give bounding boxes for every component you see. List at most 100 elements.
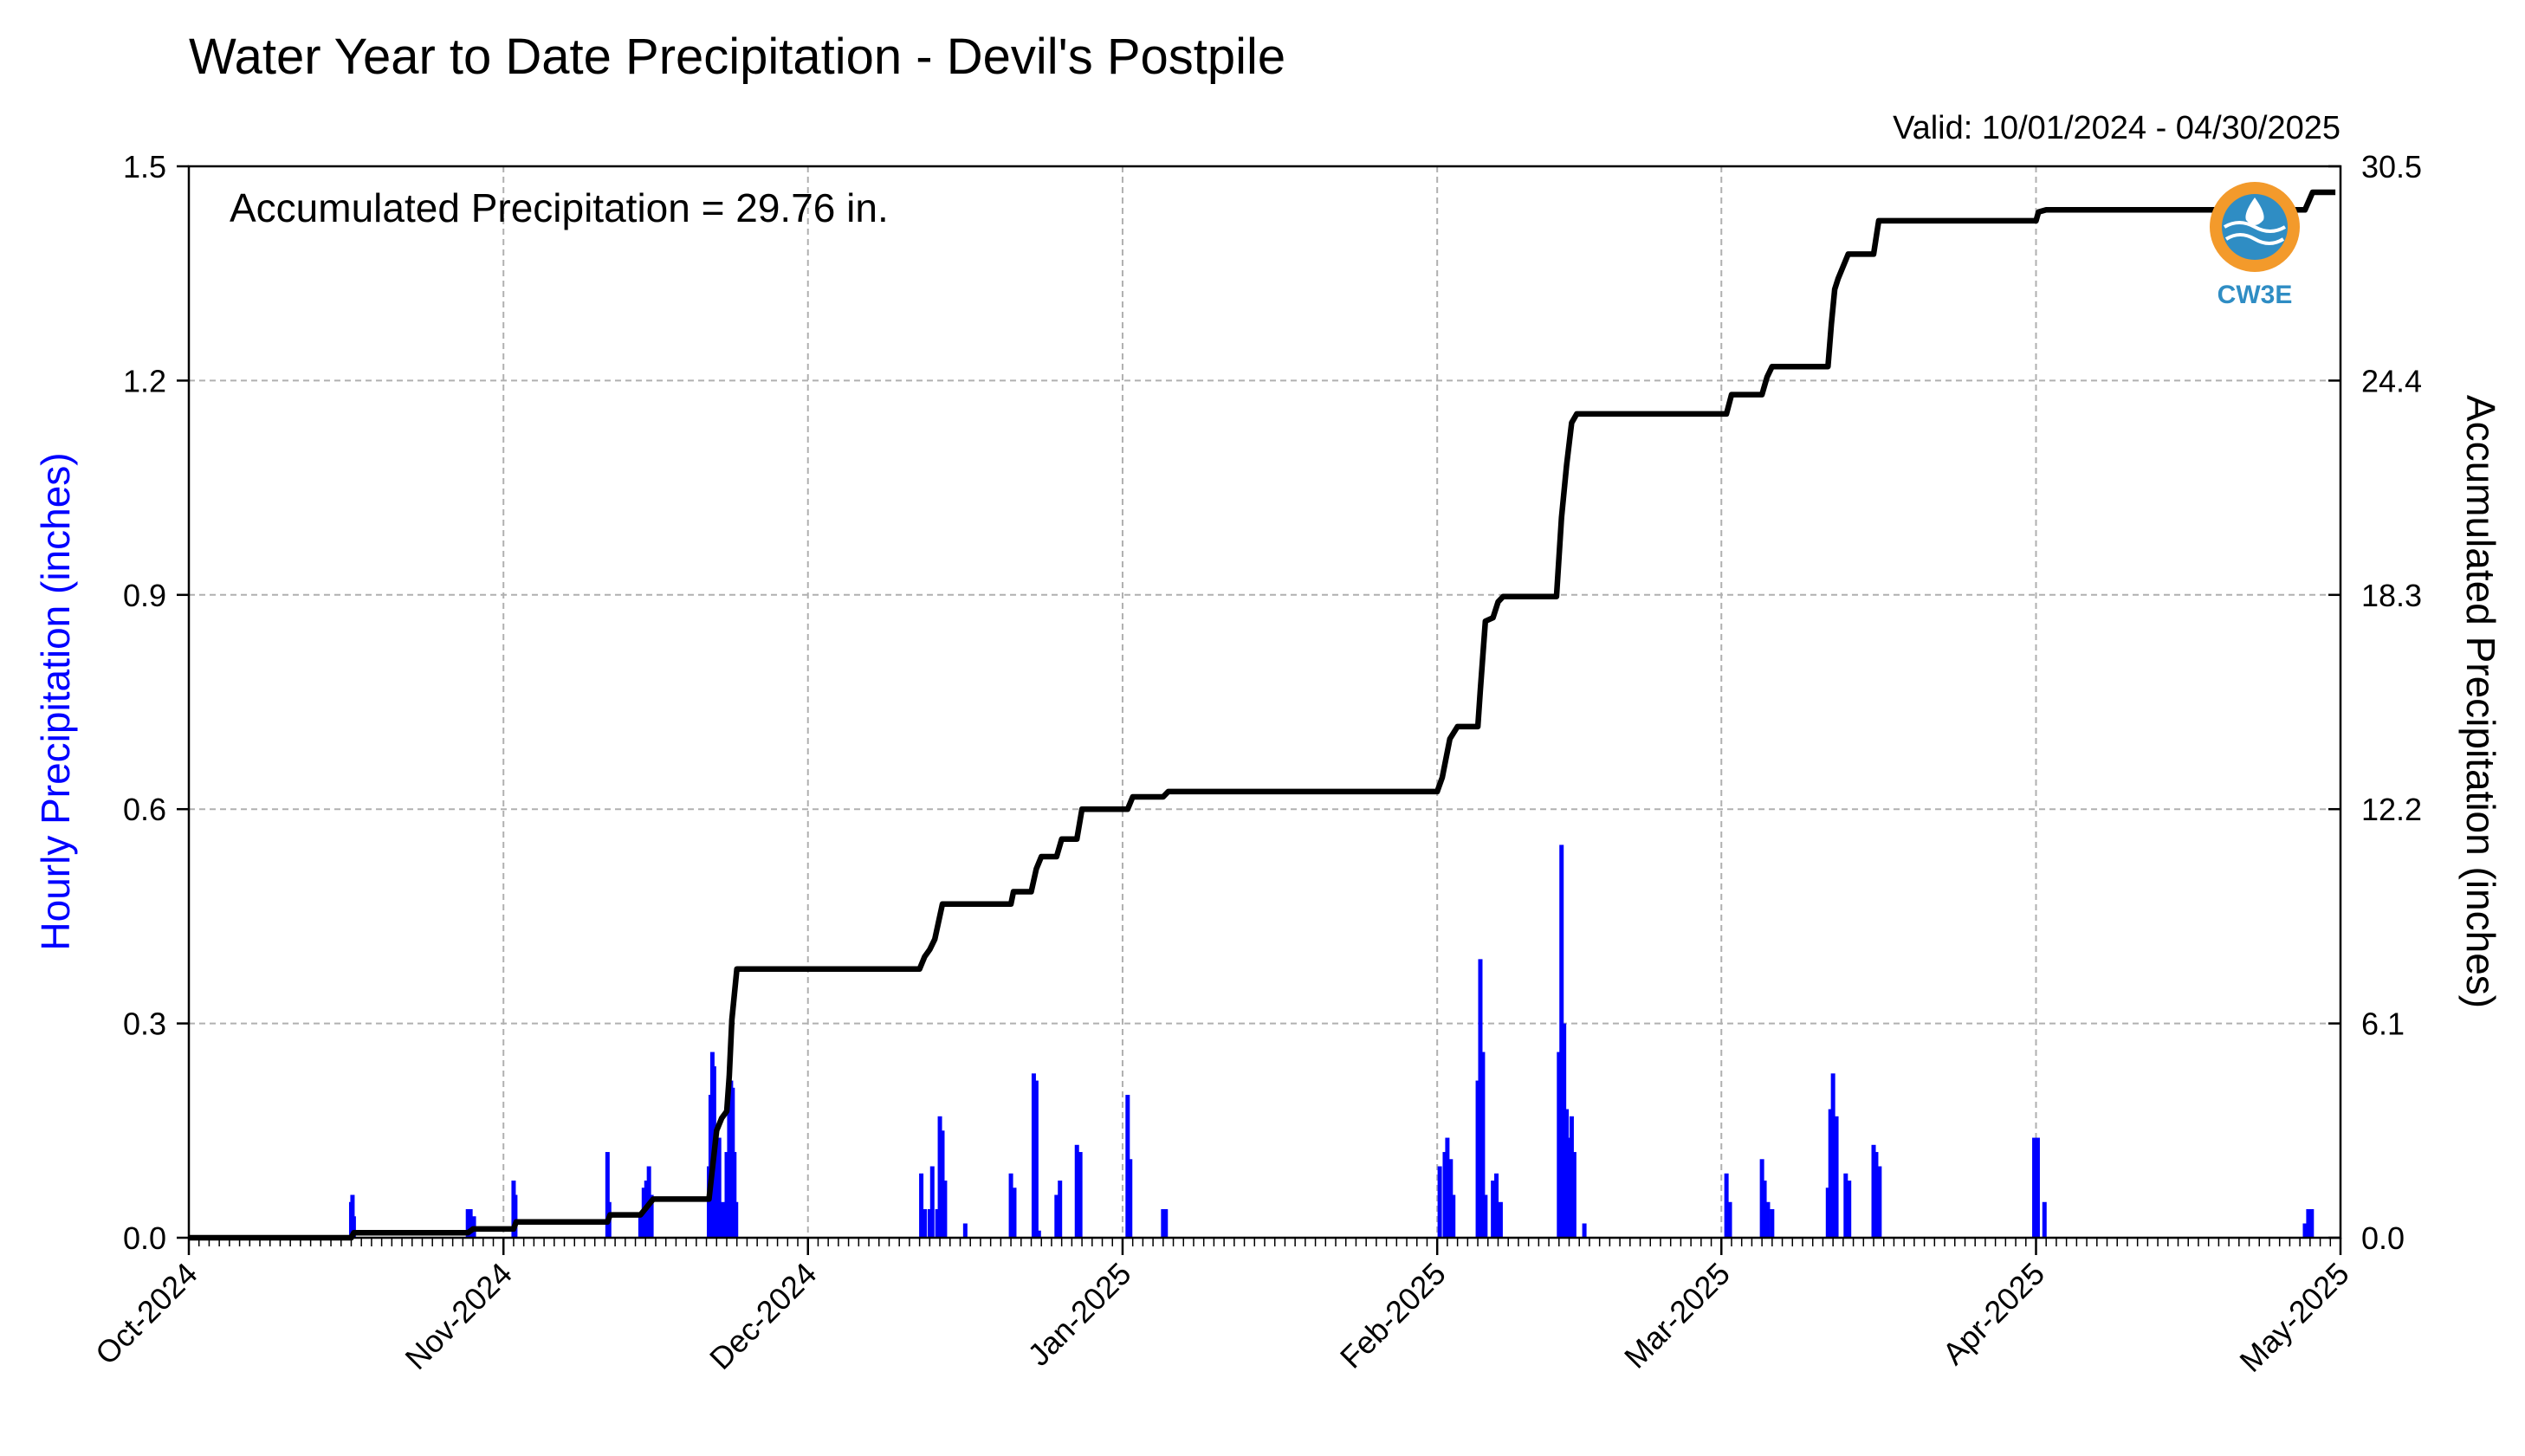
hourly-bar — [1054, 1194, 1059, 1238]
hourly-bar — [1830, 1073, 1835, 1238]
hourly-bar — [1058, 1181, 1063, 1238]
x-tick-label: Mar-2025 — [1617, 1256, 1737, 1375]
y-tick-label-right: 0.0 — [2361, 1220, 2405, 1256]
y-tick-label-right: 18.3 — [2361, 578, 2422, 613]
hourly-bar — [940, 1130, 945, 1238]
hourly-bar — [1442, 1152, 1447, 1238]
hourly-bar — [1843, 1173, 1848, 1238]
hourly-bar — [1498, 1201, 1503, 1238]
hourly-bar — [1871, 1144, 1876, 1238]
hourly-bar — [713, 1130, 718, 1238]
hourly-bar — [919, 1173, 924, 1238]
hourly-bar — [1078, 1152, 1083, 1238]
logo-text: CW3E — [2217, 281, 2293, 309]
hourly-bar — [1478, 959, 1483, 1238]
y-axis-label-right: Accumulated Precipitation (inches) — [2458, 395, 2503, 1008]
x-tick-label: Jan-2025 — [1020, 1256, 1137, 1373]
hourly-bar — [1828, 1109, 1833, 1238]
hourly-bar — [942, 1181, 948, 1238]
hourly-bar — [1759, 1159, 1764, 1238]
y-tick-label-left: 1.2 — [123, 363, 166, 398]
hourly-bar — [724, 1152, 729, 1238]
hourly-bar — [1571, 1152, 1577, 1238]
y-tick-label-left: 0.9 — [123, 578, 166, 613]
accumulated-annotation: Accumulated Precipitation = 29.76 in. — [230, 185, 889, 230]
x-ticks-major: Oct-2024 Nov-2024 Dec-2024 Jan-2025 Feb-2025… — [88, 1238, 2356, 1379]
hourly-bar — [2032, 1137, 2037, 1238]
y-tick-label-left: 1.5 — [123, 149, 166, 184]
hourly-bar — [1567, 1137, 1572, 1238]
hourly-bar — [1475, 1080, 1480, 1238]
grid-lines — [189, 166, 2340, 1238]
accumulated-line — [189, 189, 2336, 1241]
hourly-bar — [1874, 1152, 1879, 1238]
hourly-bar — [1727, 1201, 1732, 1238]
hourly-bar — [2306, 1209, 2311, 1238]
hourly-bar — [1480, 1052, 1486, 1238]
y-tick-label-left: 0.3 — [123, 1006, 166, 1042]
hourly-bar — [1448, 1159, 1453, 1238]
y-ticks-right: 0.0 6.1 12.2 18.3 24.4 30.5 — [2328, 149, 2422, 1256]
hourly-bar — [1451, 1194, 1456, 1238]
y-tick-label-right: 6.1 — [2361, 1006, 2405, 1042]
hourly-bar — [638, 1216, 643, 1238]
hourly-bar — [468, 1209, 473, 1238]
hourly-bar — [1562, 1023, 1567, 1238]
y-tick-label-left: 0.6 — [123, 792, 166, 827]
y-tick-label-right: 24.4 — [2361, 363, 2422, 398]
hourly-bar — [1012, 1187, 1017, 1238]
x-tick-label: Apr-2025 — [1935, 1256, 2051, 1372]
hourly-bar — [1847, 1181, 1852, 1238]
hourly-bar — [927, 1209, 932, 1238]
hourly-bar — [1834, 1116, 1839, 1238]
hourly-bar — [513, 1194, 518, 1238]
hourly-bar — [605, 1152, 610, 1238]
x-tick-label: May-2025 — [2232, 1256, 2355, 1379]
hourly-bar — [1163, 1209, 1169, 1238]
hourly-bar — [1762, 1181, 1767, 1238]
hourly-bar — [1582, 1223, 1587, 1238]
hourly-bar — [1125, 1095, 1130, 1238]
hourly-bar — [1445, 1137, 1450, 1238]
hourly-bar — [937, 1116, 942, 1238]
hourly-bar — [929, 1166, 935, 1238]
hourly-bar — [1036, 1230, 1041, 1238]
hourly-bar — [1491, 1181, 1496, 1238]
hourly-bar — [1031, 1073, 1036, 1238]
hourly-bar — [351, 1216, 356, 1238]
logo-drop-icon — [2245, 197, 2264, 225]
y-ticks-left: 0.0 0.3 0.6 0.9 1.2 1.5 — [123, 149, 189, 1256]
hourly-bar — [2035, 1137, 2040, 1238]
hourly-bar — [935, 1209, 940, 1238]
hourly-bar — [732, 1152, 737, 1238]
hourly-bar — [1724, 1173, 1729, 1238]
hourly-bar — [1483, 1194, 1488, 1238]
hourly-bar — [1569, 1116, 1574, 1238]
hourly-bar — [1494, 1173, 1499, 1238]
x-ticks-minor — [188, 1238, 2341, 1246]
hourly-bar — [2302, 1223, 2308, 1238]
y-tick-label-right: 12.2 — [2361, 792, 2422, 827]
hourly-bar — [1074, 1144, 1079, 1238]
hourly-bar — [1008, 1173, 1013, 1238]
hourly-bar — [1770, 1209, 1775, 1238]
chart-title: Water Year to Date Precipitation - Devil… — [189, 29, 1285, 85]
hourly-bar — [1128, 1159, 1133, 1238]
hourly-bar — [1557, 1052, 1562, 1238]
x-tick-label: Oct-2024 — [88, 1256, 204, 1372]
x-tick-label: Nov-2024 — [398, 1256, 519, 1376]
hourly-bar — [649, 1194, 654, 1238]
hourly-bar — [1564, 1109, 1570, 1238]
hourly-bars — [348, 844, 2315, 1238]
hourly-bar — [465, 1209, 470, 1238]
hourly-bar — [734, 1201, 739, 1238]
plot-frame — [187, 165, 2342, 1239]
hourly-bar — [716, 1137, 722, 1238]
hourly-bar — [922, 1209, 927, 1238]
hourly-bar — [962, 1223, 968, 1238]
hourly-bar — [2042, 1201, 2047, 1238]
hourly-bar — [720, 1201, 725, 1238]
y-tick-label-left: 0.0 — [123, 1220, 166, 1256]
hourly-bar — [1437, 1166, 1442, 1238]
